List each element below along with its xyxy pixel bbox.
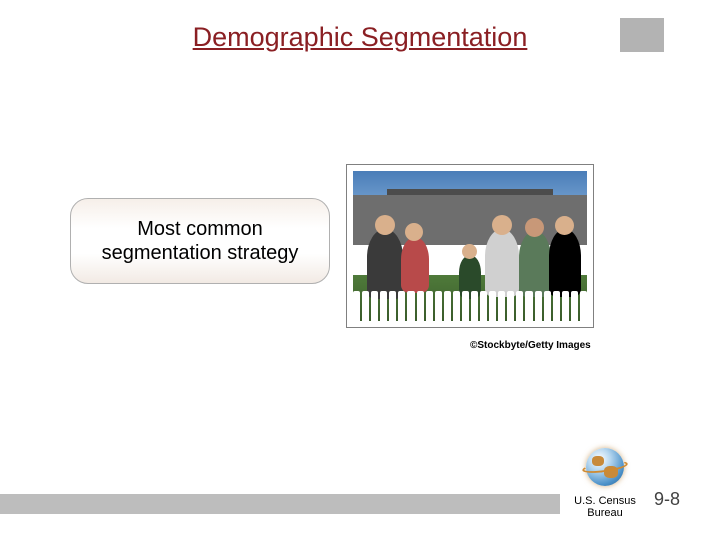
photo-person — [549, 229, 581, 297]
census-label-line1: U.S. Census — [574, 495, 636, 507]
photo-person-head — [405, 223, 423, 241]
census-globe-icon — [586, 448, 624, 486]
census-label-line2: Bureau — [587, 507, 622, 519]
bottom-bar — [0, 494, 560, 514]
page-number: 9-8 — [654, 489, 680, 510]
photo-person-head — [555, 216, 574, 235]
slide-title: Demographic Segmentation — [193, 22, 528, 53]
slide-title-container: Demographic Segmentation — [0, 22, 720, 53]
photo-person-head — [462, 244, 477, 259]
photo-person — [519, 231, 551, 297]
photo-person — [401, 237, 429, 293]
callout-box: Most common segmentation strategy — [70, 198, 330, 284]
photo-credit: ©Stockbyte/Getty Images — [470, 340, 591, 351]
family-photo — [346, 164, 594, 328]
photo-person-head — [375, 215, 395, 235]
photo-person — [485, 229, 519, 297]
census-label: U.S. Census Bureau — [568, 495, 642, 520]
photo-person-head — [525, 218, 544, 237]
photo-person-head — [492, 215, 512, 235]
callout-text: Most common segmentation strategy — [85, 217, 315, 265]
photo-fence — [353, 291, 587, 321]
photo-person — [367, 229, 403, 299]
